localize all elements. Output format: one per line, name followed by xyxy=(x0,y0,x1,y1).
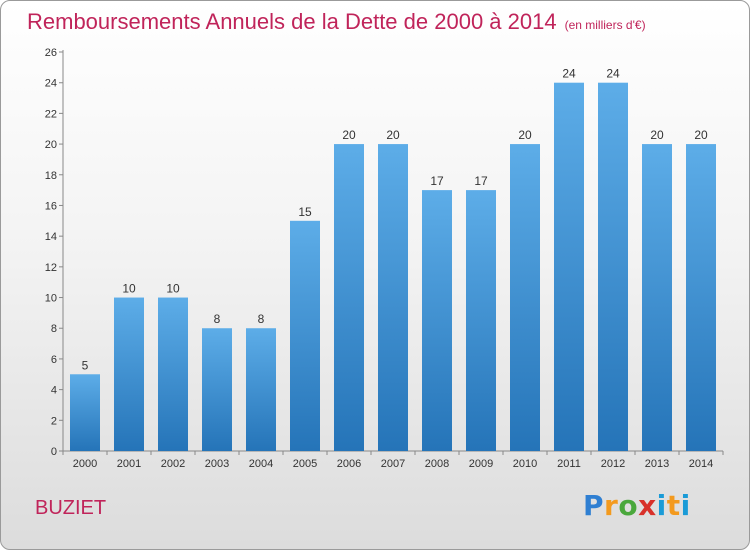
x-tick-label: 2007 xyxy=(381,458,405,470)
data-label: 8 xyxy=(258,312,265,326)
x-tick-label: 2009 xyxy=(469,458,493,470)
bar xyxy=(510,144,540,452)
x-tick-label: 2011 xyxy=(557,458,581,470)
data-label: 20 xyxy=(518,128,532,142)
y-tick-label: 10 xyxy=(45,293,57,305)
x-tick-label: 2006 xyxy=(337,458,361,470)
x-tick-label: 2013 xyxy=(645,458,669,470)
y-tick-label: 8 xyxy=(51,323,57,335)
bar xyxy=(642,144,672,452)
chart-title-text: Remboursements Annuels de la Dette de 20… xyxy=(27,9,557,34)
data-label: 15 xyxy=(298,205,312,219)
x-tick-label: 2005 xyxy=(293,458,317,470)
y-tick-label: 4 xyxy=(51,385,57,397)
y-tick-label: 0 xyxy=(51,446,57,458)
y-tick-label: 18 xyxy=(45,170,57,182)
bar xyxy=(114,297,144,451)
bars xyxy=(70,82,716,452)
x-tick-label: 2003 xyxy=(205,458,229,470)
data-label: 20 xyxy=(386,128,400,142)
bar xyxy=(422,190,452,451)
y-tick-label: 26 xyxy=(45,47,57,59)
bar xyxy=(686,144,716,452)
data-label: 17 xyxy=(474,174,488,188)
commune-name: BUZIET xyxy=(35,497,107,519)
x-tick-label: 2012 xyxy=(601,458,625,470)
y-tick-label: 12 xyxy=(45,262,57,274)
proxiti-logo: Proxiti xyxy=(583,489,691,522)
data-label: 8 xyxy=(214,312,221,326)
x-tick-label: 2014 xyxy=(689,458,713,470)
data-labels: 5 10 10 8 8 15 20 20 17 17 20 24 24 20 20 xyxy=(82,67,708,373)
data-label: 20 xyxy=(650,128,664,142)
x-tick-label: 2002 xyxy=(161,458,185,470)
chart-subtitle: (en milliers d'€) xyxy=(564,18,646,32)
x-tick-label: 2004 xyxy=(249,458,273,470)
x-tick-label: 2001 xyxy=(117,458,141,470)
data-label: 5 xyxy=(82,358,89,372)
bar xyxy=(334,144,364,452)
bar xyxy=(290,220,320,451)
data-label: 20 xyxy=(342,128,356,142)
data-label: 24 xyxy=(606,67,620,81)
y-tick-label: 16 xyxy=(45,200,57,212)
chart-title: Remboursements Annuels de la Dette de 20… xyxy=(27,9,646,35)
bar xyxy=(466,190,496,451)
y-tick-label: 2 xyxy=(51,415,57,427)
bar xyxy=(378,144,408,452)
y-tick-label: 6 xyxy=(51,354,57,366)
x-tick-label: 2000 xyxy=(73,458,97,470)
data-label: 10 xyxy=(166,282,180,296)
x-tick-label: 2008 xyxy=(425,458,449,470)
y-tick-label: 22 xyxy=(45,108,57,120)
x-tick-label: 2010 xyxy=(513,458,537,470)
bar xyxy=(598,82,628,451)
y-tick-label: 24 xyxy=(45,78,57,90)
y-tick-label: 20 xyxy=(45,139,57,151)
bar xyxy=(158,297,188,451)
data-label: 10 xyxy=(122,282,136,296)
bar xyxy=(202,328,232,451)
y-tick-label: 14 xyxy=(45,231,57,243)
bar xyxy=(554,82,584,451)
data-label: 17 xyxy=(430,174,444,188)
bar xyxy=(246,328,276,451)
bar xyxy=(70,374,100,451)
data-label: 20 xyxy=(694,128,708,142)
data-label: 24 xyxy=(562,67,576,81)
